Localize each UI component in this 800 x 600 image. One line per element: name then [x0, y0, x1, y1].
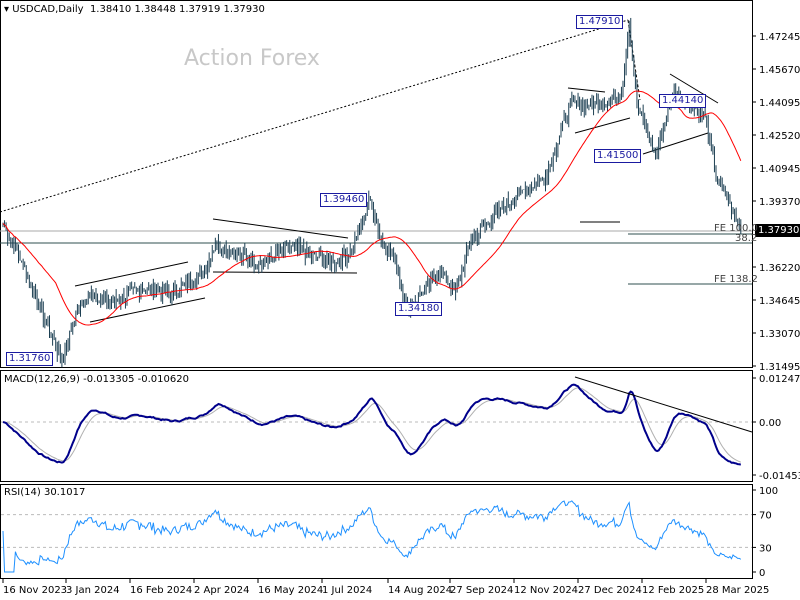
- pattern-trendline: [74, 261, 189, 287]
- rsi-tick-label: 0: [759, 568, 765, 579]
- fe382-label: 38.2: [735, 233, 758, 244]
- time-tick-label: 14 Aug 2024: [388, 585, 452, 596]
- price-tick-label: 1.31495: [759, 362, 800, 373]
- time-tick-label: 1 Jul 2024: [322, 585, 372, 596]
- symbol-label: USDCAD,Daily: [12, 4, 84, 15]
- price-tick-label: 1.40945: [759, 164, 800, 175]
- trendline-dotted: [0, 19, 629, 213]
- macd-pane-frame: [0, 370, 753, 482]
- price-tick-label: 1.34645: [759, 296, 800, 307]
- chart-header: ▾ USDCAD,Daily 1.38410 1.38448 1.37919 1…: [4, 4, 265, 15]
- time-tick-label: 12 Nov 2024: [514, 585, 578, 596]
- pattern-trendline: [669, 73, 719, 104]
- rsi-tick-label: 70: [759, 511, 772, 522]
- moving-average-line: [2, 90, 742, 326]
- rsi-tick-label: 100: [759, 486, 778, 497]
- price-tick-label: 1.39370: [759, 197, 800, 208]
- pattern-trendline: [567, 87, 606, 93]
- price-tick-label: 1.47245: [759, 32, 800, 43]
- fe1382-label: FE 138.2: [714, 274, 758, 285]
- ohlc-values: 1.38410 1.38448 1.37919 1.37930: [89, 4, 265, 15]
- macd-tick-label: 0.00: [759, 418, 781, 429]
- label-p1: 1.39460: [320, 193, 368, 207]
- rsi-tick-label: 30: [759, 543, 772, 554]
- rsi-line: [2, 500, 742, 573]
- time-tick-label: 16 Nov 2023: [3, 585, 67, 596]
- label-high: 1.47910: [576, 15, 624, 29]
- pattern-trendline: [212, 271, 358, 274]
- watermark: Action Forex: [184, 46, 320, 71]
- pattern-trendline: [89, 297, 206, 323]
- macd-line: [2, 383, 742, 466]
- time-tick-label: 16 Feb 2024: [130, 585, 192, 596]
- label-p3: 1.44140: [659, 94, 707, 108]
- pattern-trendline: [212, 218, 349, 239]
- rsi-label: RSI(14) 30.1017: [4, 487, 86, 498]
- current-price-label: 1.37930: [755, 224, 800, 237]
- price-tick-label: 1.36220: [759, 263, 800, 274]
- label-p2: 1.34180: [395, 302, 443, 316]
- time-tick-label: 28 Mar 2025: [706, 585, 769, 596]
- price-tick-label: 1.33070: [759, 329, 800, 340]
- macd-trendline: [574, 376, 753, 433]
- pattern-trendline: [574, 117, 631, 134]
- main-pane-frame: [0, 0, 753, 368]
- price-tick-label: 1.42520: [759, 131, 800, 142]
- fe100-label: FE 100.0: [714, 223, 758, 234]
- time-tick-label: 3 Jan 2024: [66, 585, 120, 596]
- time-tick-label: 2 Apr 2024: [194, 585, 249, 596]
- macd-tick-label: 0.012479: [759, 374, 800, 385]
- macd-label: MACD(12,26,9) -0.013305 -0.010620: [4, 374, 189, 385]
- rsi-pane-frame: [0, 484, 753, 579]
- time-tick-label: 16 May 2024: [258, 585, 323, 596]
- price-tick-label: 1.44095: [759, 98, 800, 109]
- time-tick-label: 27 Sep 2024: [450, 585, 513, 596]
- label-p4: 1.41500: [594, 149, 642, 163]
- time-tick-label: 12 Feb 2025: [642, 585, 704, 596]
- time-tick-label: 27 Dec 2024: [578, 585, 642, 596]
- price-tick-label: 1.45670: [759, 65, 800, 76]
- label-low: 1.31760: [6, 352, 54, 366]
- macd-tick-label: -0.014533: [759, 471, 800, 482]
